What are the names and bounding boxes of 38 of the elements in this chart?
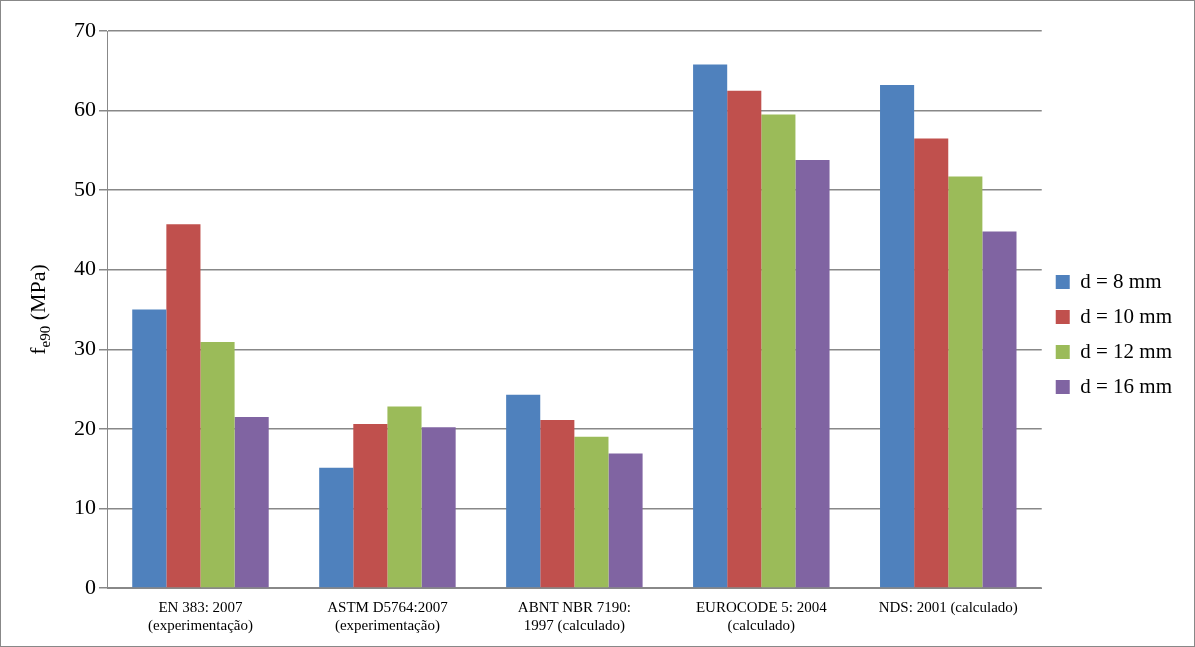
bar: [132, 309, 167, 588]
bar: [914, 138, 949, 588]
y-tick-label: 40: [74, 255, 96, 281]
legend-label: d = 10 mm: [1080, 303, 1172, 328]
legend-label: d = 8 mm: [1080, 268, 1162, 293]
y-tick-label: 60: [74, 96, 96, 122]
bar: [166, 224, 201, 588]
bar: [353, 424, 388, 588]
y-axis-title: fe90 (MPa): [25, 264, 53, 355]
y-tick-label: 10: [74, 494, 96, 520]
x-tick-label: ASTM D5764:2007 (experimentação): [327, 598, 449, 634]
bar: [506, 394, 541, 588]
bar: [387, 406, 422, 588]
y-tick-label: 30: [74, 335, 96, 361]
x-tick-label: NDS: 2001 (calculado): [878, 598, 1018, 616]
bar: [319, 467, 354, 588]
bar: [421, 427, 456, 588]
bar: [608, 453, 643, 588]
bar: [200, 342, 235, 588]
x-tick-label: EN 383: 2007 (experimentação): [148, 598, 253, 634]
x-tick-label: EUROCODE 5: 2004 (calculado): [695, 598, 828, 634]
y-tick-label: 50: [74, 175, 96, 201]
bar: [234, 416, 269, 588]
x-tick-label: ABNT NBR 7190: 1997 (calculado): [517, 598, 631, 634]
y-tick-label: 70: [74, 16, 96, 42]
legend-label: d = 12 mm: [1080, 338, 1172, 363]
bar: [948, 176, 983, 588]
legend-label: d = 16 mm: [1080, 373, 1172, 398]
bar: [727, 90, 762, 588]
y-tick-label: 0: [85, 573, 96, 599]
bar: [540, 420, 575, 588]
bar: [574, 436, 609, 588]
bar: [880, 85, 915, 588]
bar: [795, 159, 830, 588]
bar: [982, 231, 1017, 588]
y-tick-label: 20: [74, 414, 96, 440]
bar: [761, 114, 796, 588]
bar: [693, 64, 728, 588]
